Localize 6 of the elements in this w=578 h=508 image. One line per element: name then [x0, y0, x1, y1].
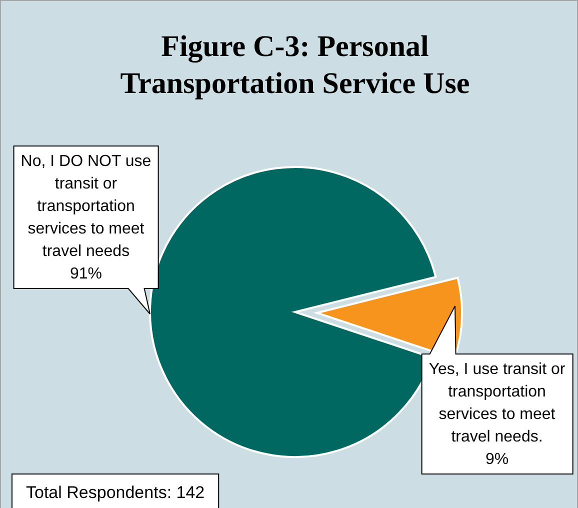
chart-title: Figure C-3: Personal Transportation Service Use — [120, 30, 470, 100]
slice-label: No, I DO NOT use transit or transportation services to meet travel needs — [20, 153, 152, 260]
text: Total Respondents: 142 — [26, 483, 205, 502]
data-label: 9% — [485, 451, 509, 468]
data-label: 91% — [70, 266, 102, 282]
slice-label: Yes, I use transit or transportation services to meet travel needs. — [428, 361, 566, 446]
